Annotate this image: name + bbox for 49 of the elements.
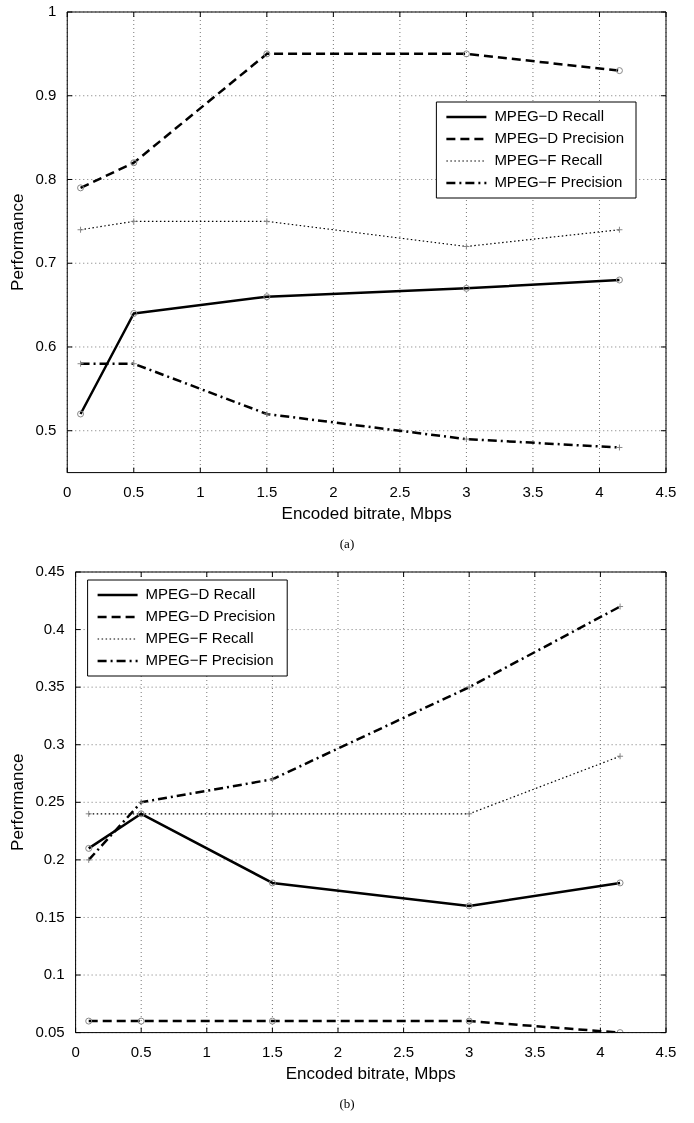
legend-label: MPEG−F Recall (145, 629, 254, 647)
y-tick-label: 0.45 (35, 562, 65, 580)
y-tick-label: 0.9 (35, 85, 57, 103)
text: (b) (338, 1096, 356, 1112)
legend-label: MPEG−F Precision (494, 173, 623, 191)
legend-label: MPEG−F Recall (494, 151, 603, 169)
x-axis-title: Encoded bitrate, Mbps (285, 1064, 456, 1084)
legend-label: MPEG−D Recall (145, 585, 256, 603)
x-tick-label: 4.5 (655, 482, 677, 500)
y-tick-label: 0.6 (35, 337, 57, 355)
legend-label: MPEG−D Recall (494, 107, 604, 125)
y-tick-label: 0.5 (35, 420, 57, 438)
x-tick-label: 2.5 (393, 1042, 415, 1060)
x-tick-label: 0 (71, 1042, 80, 1060)
x-tick-label: 4.5 (655, 1042, 677, 1060)
x-tick-label: 1 (202, 1042, 211, 1060)
x-tick-label: 2 (329, 482, 338, 500)
y-tick-label: 0.05 (35, 1022, 65, 1040)
y-tick-label: 0.7 (35, 253, 57, 271)
x-tick-label: 0.5 (123, 482, 145, 500)
y-tick-label: 0.8 (35, 169, 57, 187)
x-tick-label: 3.5 (524, 1042, 546, 1060)
x-tick-label: 2.5 (389, 482, 411, 500)
x-tick-label: 4 (595, 482, 604, 500)
y-tick-label: 0.3 (43, 734, 65, 752)
x-tick-label: 0.5 (130, 1042, 152, 1060)
x-tick-label: 0 (63, 482, 72, 500)
y-tick-label: 0.35 (35, 677, 65, 695)
x-tick-label: 1 (196, 482, 205, 500)
x-tick-label: 1.5 (256, 482, 278, 500)
x-tick-label: 1.5 (261, 1042, 283, 1060)
legend-label: MPEG−D Precision (145, 607, 276, 625)
legend-label: MPEG−D Precision (494, 129, 624, 147)
y-tick-label: 0.2 (43, 850, 65, 868)
text: (a) (338, 536, 356, 552)
x-axis-title: Encoded bitrate, Mbps (281, 504, 452, 524)
y-axis-title: Performance (7, 753, 27, 851)
x-tick-label: 2 (333, 1042, 343, 1060)
legend-label: MPEG−F Precision (145, 651, 274, 669)
x-tick-label: 3.5 (522, 482, 544, 500)
y-tick-label: 0.1 (43, 965, 65, 983)
y-axis-title: Performance (7, 193, 27, 291)
y-tick-label: 0.15 (35, 907, 65, 925)
x-tick-label: 4 (596, 1042, 605, 1060)
y-tick-label: 0.4 (43, 619, 65, 637)
x-tick-label: 3 (465, 1042, 474, 1060)
y-tick-label: 1 (47, 2, 57, 20)
y-tick-label: 0.25 (35, 792, 65, 810)
x-tick-label: 3 (462, 482, 471, 500)
